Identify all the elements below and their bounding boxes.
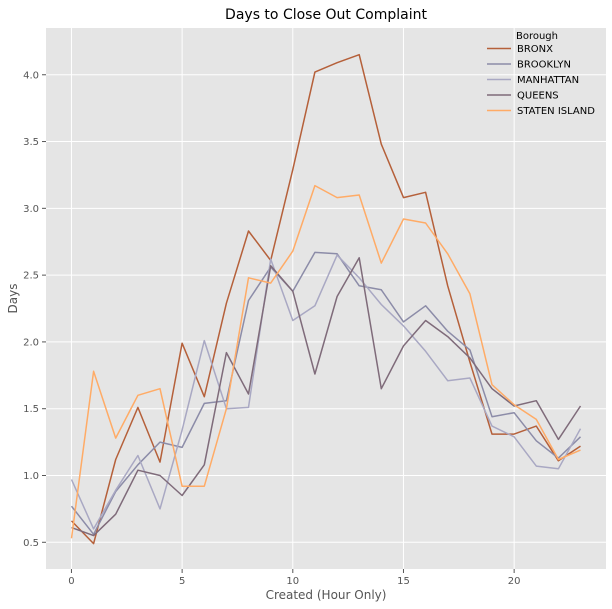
y-tick-label: 4.0 [23, 70, 39, 81]
y-tick-label: 3.0 [23, 204, 39, 215]
series-lines [70, 53, 582, 545]
legend-label-bronx: BRONX [517, 44, 553, 55]
x-tick-label: 15 [397, 576, 410, 587]
legend-items: BRONX BROOKLYN MANHATTAN QUEENS STATEN ISLAN… [487, 44, 595, 117]
y-tick-label: 3.5 [23, 137, 39, 148]
legend-label-queens: QUEENS [517, 91, 559, 102]
y-axis-ticks: 0.5 1.0 1.5 2.0 2.5 3.0 3.5 4.0 [23, 70, 46, 549]
series-line-brooklyn [70, 251, 582, 536]
legend: Borough BRONX BROOKLYN MANHATTAN QUEENS STAT… [487, 31, 595, 117]
x-tick-label: 0 [68, 576, 74, 587]
chart-title: Days to Close Out Complaint [225, 7, 427, 23]
y-tick-label: 1.5 [23, 404, 39, 415]
plot-area [46, 28, 606, 569]
x-axis-ticks: 0 5 10 15 20 [68, 569, 521, 587]
legend-label-staten-island: STATEN ISLAND [517, 106, 595, 117]
y-axis-title: Days [6, 284, 20, 314]
legend-title: Borough [516, 31, 558, 42]
legend-label-brooklyn: BROOKLYN [517, 60, 571, 71]
legend-label-manhattan: MANHATTAN [517, 75, 579, 86]
x-tick-label: 10 [286, 576, 299, 587]
series-line-queens [71, 257, 582, 537]
series-line-staten-island [70, 184, 581, 539]
grid-lines [46, 28, 606, 569]
y-tick-label: 2.5 [23, 271, 39, 282]
x-axis-title: Created (Hour Only) [266, 588, 387, 602]
series-line-manhattan [70, 254, 582, 530]
y-tick-label: 0.5 [23, 538, 39, 549]
y-tick-label: 2.0 [23, 337, 39, 348]
series-line-bronx [70, 53, 581, 545]
x-tick-label: 5 [179, 576, 185, 587]
y-tick-label: 1.0 [23, 471, 39, 482]
x-tick-label: 20 [508, 576, 521, 587]
